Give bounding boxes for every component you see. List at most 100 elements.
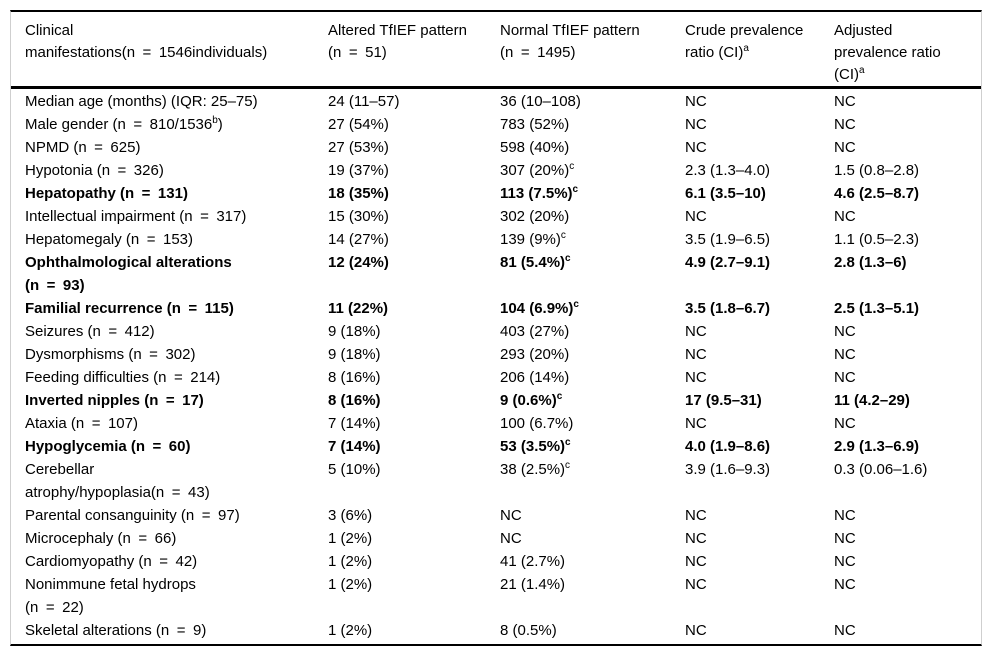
cell-adjusted-prevalence-ratio: 1.5 (0.8–2.8) bbox=[834, 162, 920, 179]
cell-clinical-manifestation: NPMD (n = 625) bbox=[25, 139, 141, 156]
column-header-clinical-manifestations: Clinical manifestations(n = 1546individu… bbox=[11, 12, 328, 89]
cell-normal-tfief: 38 (2.5%)c bbox=[500, 460, 571, 479]
cell-altered-tfief: 19 (37%) bbox=[328, 162, 389, 179]
cell-crude-prevalence-ratio: 2.3 (1.3–4.0) bbox=[685, 162, 771, 179]
cell-adjusted-prevalence-ratio: NC bbox=[834, 93, 856, 110]
column-header-adjusted-prevalence-ratio: Adjusted prevalence ratio (CI)a bbox=[834, 12, 981, 89]
cell-normal-tfief: NC bbox=[500, 507, 522, 524]
cell-altered-tfief: 5 (10%) bbox=[328, 461, 381, 478]
table-row: Inverted nipples (n = 17) 8 (16%) 9 (0.6… bbox=[11, 389, 981, 412]
cell-altered-tfief: 27 (54%) bbox=[328, 116, 389, 133]
table-row: Ataxia (n = 107) 7 (14%) 100 (6.7%) NC N… bbox=[11, 412, 981, 435]
cell-clinical-manifestation: Intellectual impairment (n = 317) bbox=[25, 208, 247, 225]
table-row: Dysmorphisms (n = 302) 9 (18%) 293 (20%)… bbox=[11, 343, 981, 366]
cell-altered-tfief: 1 (2%) bbox=[328, 576, 373, 593]
cell-clinical-manifestation: Hypotonia (n = 326) bbox=[25, 162, 164, 179]
cell-normal-tfief: 206 (14%) bbox=[500, 369, 570, 386]
cell-altered-tfief: 1 (2%) bbox=[328, 553, 373, 570]
cell-altered-tfief: 7 (14%) bbox=[328, 438, 381, 455]
column-header-altered-tfief-pattern: Altered TfIEF pattern (n = 51) bbox=[328, 12, 500, 89]
table-row: Ophthalmological alterations (n = 93) 12… bbox=[11, 251, 981, 297]
cell-crude-prevalence-ratio: NC bbox=[685, 346, 707, 363]
cell-clinical-manifestation: Nonimmune fetal hydrops (n = 22) bbox=[25, 576, 196, 616]
cell-altered-tfief: 18 (35%) bbox=[328, 185, 389, 202]
cell-normal-tfief: 307 (20%)c bbox=[500, 161, 575, 180]
cell-clinical-manifestation: Skeletal alterations (n = 9) bbox=[25, 622, 207, 639]
cell-adjusted-prevalence-ratio: NC bbox=[834, 415, 856, 432]
table-row: Nonimmune fetal hydrops (n = 22) 1 (2%) … bbox=[11, 573, 981, 619]
cell-crude-prevalence-ratio: 3.9 (1.6–9.3) bbox=[685, 461, 771, 478]
cell-altered-tfief: 9 (18%) bbox=[328, 346, 381, 363]
cell-crude-prevalence-ratio: NC bbox=[685, 415, 707, 432]
cell-normal-tfief: 302 (20%) bbox=[500, 208, 570, 225]
cell-altered-tfief: 24 (11–57) bbox=[328, 93, 400, 110]
cell-adjusted-prevalence-ratio: 4.6 (2.5–8.7) bbox=[834, 185, 920, 202]
cell-altered-tfief: 14 (27%) bbox=[328, 231, 389, 248]
cell-normal-tfief: 100 (6.7%) bbox=[500, 415, 574, 432]
table-row: Hepatomegaly (n = 153) 14 (27%) 139 (9%)… bbox=[11, 228, 981, 251]
cell-adjusted-prevalence-ratio: 1.1 (0.5–2.3) bbox=[834, 231, 920, 248]
cell-adjusted-prevalence-ratio: NC bbox=[834, 208, 856, 225]
cell-altered-tfief: 12 (24%) bbox=[328, 254, 389, 271]
cell-clinical-manifestation: Hepatopathy (n = 131) bbox=[25, 185, 188, 202]
table-row: Feeding difficulties (n = 214) 8 (16%) 2… bbox=[11, 366, 981, 389]
cell-crude-prevalence-ratio: NC bbox=[685, 139, 707, 156]
cell-clinical-manifestation: Cardiomyopathy (n = 42) bbox=[25, 553, 198, 570]
table-row: Familial recurrence (n = 115) 11 (22%) 1… bbox=[11, 297, 981, 320]
cell-normal-tfief: 9 (0.6%)c bbox=[500, 391, 563, 410]
cell-normal-tfief: 41 (2.7%) bbox=[500, 553, 566, 570]
cell-altered-tfief: 15 (30%) bbox=[328, 208, 389, 225]
cell-normal-tfief: 113 (7.5%)c bbox=[500, 184, 579, 203]
cell-altered-tfief: 9 (18%) bbox=[328, 323, 381, 340]
cell-normal-tfief: 293 (20%) bbox=[500, 346, 570, 363]
cell-clinical-manifestation: Ataxia (n = 107) bbox=[25, 415, 138, 432]
cell-normal-tfief: 53 (3.5%)c bbox=[500, 437, 571, 456]
column-header-crude-prevalence-ratio: Crude prevalence ratio (CI)a bbox=[685, 12, 834, 89]
cell-crude-prevalence-ratio: NC bbox=[685, 116, 707, 133]
cell-clinical-manifestation: Ophthalmological alterations (n = 93) bbox=[25, 254, 232, 294]
cell-adjusted-prevalence-ratio: NC bbox=[834, 139, 856, 156]
cell-adjusted-prevalence-ratio: NC bbox=[834, 116, 856, 133]
cell-adjusted-prevalence-ratio: NC bbox=[834, 530, 856, 547]
cell-normal-tfief: 783 (52%) bbox=[500, 116, 570, 133]
cell-altered-tfief: 8 (16%) bbox=[328, 369, 381, 386]
cell-normal-tfief: 598 (40%) bbox=[500, 139, 570, 156]
table-body: Median age (months) (IQR: 25–75) 24 (11–… bbox=[11, 89, 981, 644]
cell-adjusted-prevalence-ratio: NC bbox=[834, 507, 856, 524]
table-row: Hepatopathy (n = 131) 18 (35%) 113 (7.5%… bbox=[11, 182, 981, 205]
cell-normal-tfief: 104 (6.9%)c bbox=[500, 299, 579, 318]
cell-crude-prevalence-ratio: 4.9 (2.7–9.1) bbox=[685, 254, 771, 271]
table-row: Seizures (n = 412) 9 (18%) 403 (27%) NC … bbox=[11, 320, 981, 343]
clinical-manifestations-table: Clinical manifestations(n = 1546individu… bbox=[10, 10, 982, 646]
cell-crude-prevalence-ratio: NC bbox=[685, 553, 707, 570]
cell-crude-prevalence-ratio: NC bbox=[685, 622, 707, 639]
cell-crude-prevalence-ratio: NC bbox=[685, 93, 707, 110]
cell-adjusted-prevalence-ratio: 11 (4.2–29) bbox=[834, 392, 910, 409]
cell-clinical-manifestation: Parental consanguinity (n = 97) bbox=[25, 507, 240, 524]
cell-adjusted-prevalence-ratio: NC bbox=[834, 553, 856, 570]
cell-crude-prevalence-ratio: 3.5 (1.9–6.5) bbox=[685, 231, 771, 248]
cell-altered-tfief: 11 (22%) bbox=[328, 300, 389, 317]
cell-crude-prevalence-ratio: 6.1 (3.5–10) bbox=[685, 185, 766, 202]
cell-normal-tfief: NC bbox=[500, 530, 522, 547]
cell-adjusted-prevalence-ratio: 2.8 (1.3–6) bbox=[834, 254, 907, 271]
table-row: Cardiomyopathy (n = 42) 1 (2%) 41 (2.7%)… bbox=[11, 550, 981, 573]
cell-clinical-manifestation: Inverted nipples (n = 17) bbox=[25, 392, 204, 409]
column-header-normal-tfief-pattern: Normal TfIEF pattern (n = 1495) bbox=[500, 12, 685, 89]
cell-crude-prevalence-ratio: 3.5 (1.8–6.7) bbox=[685, 300, 771, 317]
cell-altered-tfief: 3 (6%) bbox=[328, 507, 373, 524]
cell-altered-tfief: 7 (14%) bbox=[328, 415, 381, 432]
cell-crude-prevalence-ratio: NC bbox=[685, 323, 707, 340]
cell-clinical-manifestation: Feeding difficulties (n = 214) bbox=[25, 369, 221, 386]
cell-clinical-manifestation: Dysmorphisms (n = 302) bbox=[25, 346, 196, 363]
table-row: Median age (months) (IQR: 25–75) 24 (11–… bbox=[11, 89, 981, 113]
cell-adjusted-prevalence-ratio: NC bbox=[834, 369, 856, 386]
header-row: Clinical manifestations(n = 1546individu… bbox=[11, 12, 981, 89]
cell-altered-tfief: 1 (2%) bbox=[328, 622, 373, 639]
cell-clinical-manifestation: Cerebellar atrophy/hypoplasia(n = 43) bbox=[25, 461, 210, 501]
table-header: Clinical manifestations(n = 1546individu… bbox=[11, 12, 981, 89]
table-row: Hypotonia (n = 326) 19 (37%) 307 (20%)c … bbox=[11, 159, 981, 182]
cell-altered-tfief: 27 (53%) bbox=[328, 139, 389, 156]
cell-adjusted-prevalence-ratio: 2.5 (1.3–5.1) bbox=[834, 300, 920, 317]
cell-crude-prevalence-ratio: NC bbox=[685, 576, 707, 593]
